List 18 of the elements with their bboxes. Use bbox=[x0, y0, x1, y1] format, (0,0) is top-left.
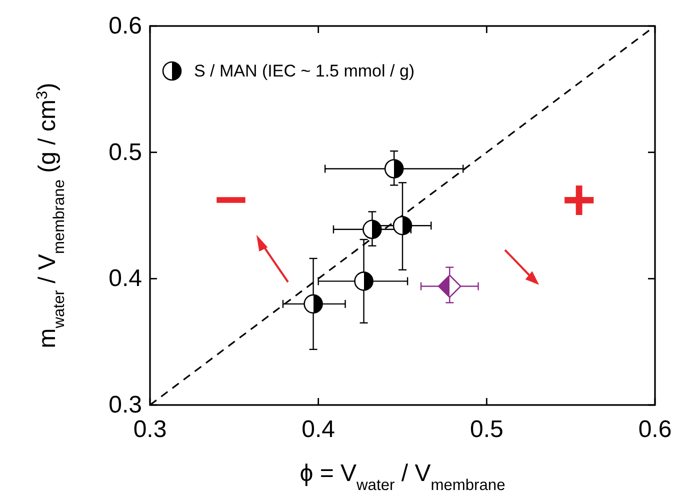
x-tick-label: 0.6 bbox=[638, 416, 672, 443]
x-tick-label: 0.5 bbox=[470, 416, 504, 443]
x-tick-label: 0.4 bbox=[302, 416, 336, 443]
point bbox=[384, 159, 404, 178]
legend-label: S / MAN (IEC ~ 1.5 mmol / g) bbox=[194, 62, 415, 80]
annotation: – bbox=[214, 164, 248, 228]
point bbox=[354, 272, 374, 291]
point bbox=[362, 220, 382, 240]
y-tick-label: 0.3 bbox=[108, 392, 142, 418]
y-tick-label: 0.6 bbox=[108, 12, 142, 40]
point bbox=[438, 274, 462, 298]
x-axis-title: ϕ = V$_{water}$ / V$_{membrane}$ bbox=[300, 460, 506, 494]
point bbox=[304, 294, 323, 314]
y-tick-label: 0.4 bbox=[108, 265, 142, 292]
x-tick-label: 0.3 bbox=[133, 416, 167, 443]
point bbox=[392, 216, 412, 236]
annotation: + bbox=[562, 168, 596, 232]
y-tick-label: 0.5 bbox=[108, 138, 142, 166]
